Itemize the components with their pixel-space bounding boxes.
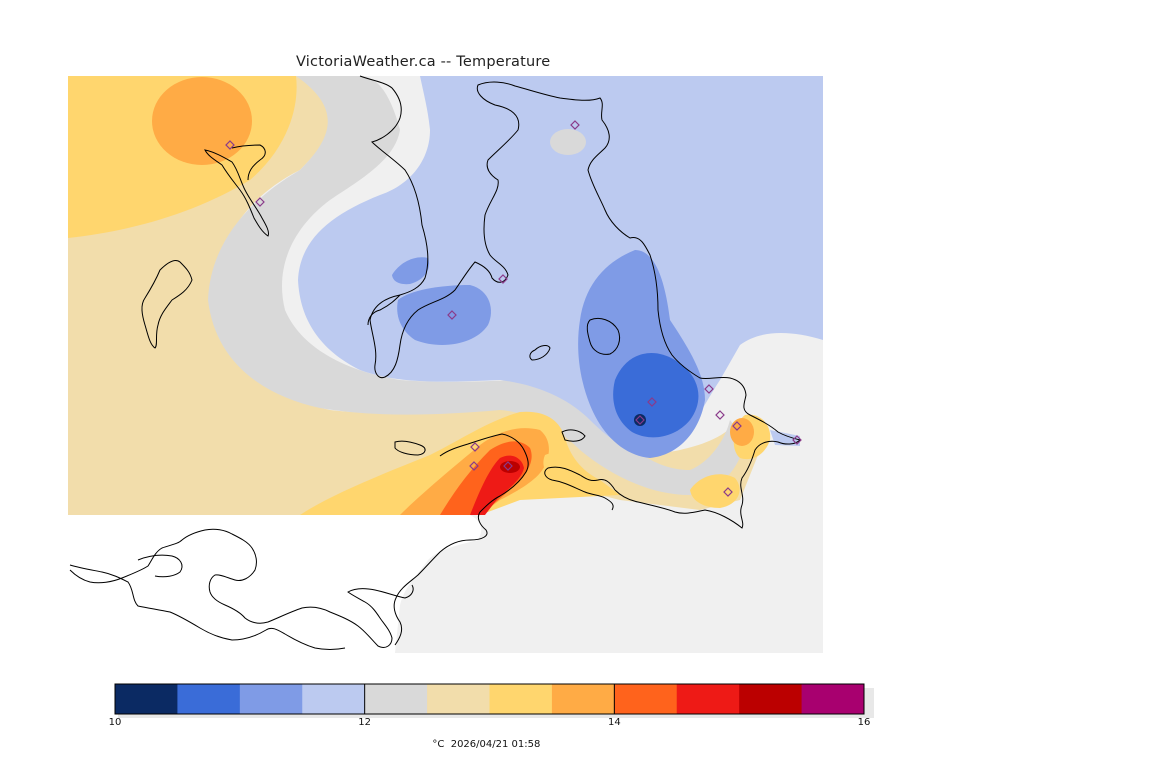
coastlines bbox=[69, 75, 801, 650]
legend-swatch bbox=[739, 684, 803, 714]
legend-swatch bbox=[115, 684, 178, 714]
legend-swatches bbox=[115, 684, 865, 714]
legend-swatch bbox=[551, 684, 615, 714]
legend-swatch bbox=[676, 684, 740, 714]
legend-swatch bbox=[239, 684, 303, 714]
station-markers bbox=[225, 120, 802, 497]
legend-swatch bbox=[302, 684, 366, 714]
legend-ticks bbox=[114, 684, 865, 714]
legend-swatch bbox=[801, 684, 865, 714]
legend-tick-label: 12 bbox=[358, 717, 372, 728]
legend-tick-label: 10 bbox=[108, 717, 122, 728]
legend-swatch bbox=[364, 684, 428, 714]
legend-tick-label: 16 bbox=[857, 717, 871, 728]
no-data-area bbox=[68, 515, 482, 653]
legend-colorbar bbox=[114, 683, 874, 718]
legend-unit: °C bbox=[432, 739, 445, 750]
temperature-field bbox=[68, 76, 823, 515]
legend-tick-label: 14 bbox=[607, 717, 621, 728]
legend-swatch bbox=[614, 684, 678, 714]
legend-swatch bbox=[427, 684, 490, 714]
map-title: VictoriaWeather.ca -- Temperature bbox=[296, 54, 551, 70]
legend-swatch bbox=[177, 684, 241, 714]
legend-timestamp: 2026/04/21 01:58 bbox=[450, 739, 541, 750]
legend-swatch bbox=[489, 684, 553, 714]
legend-caption: °C 2026/04/21 01:58 bbox=[426, 728, 540, 750]
